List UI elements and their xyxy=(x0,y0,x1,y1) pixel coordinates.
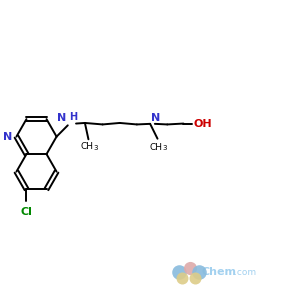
Text: CH: CH xyxy=(80,142,94,151)
Point xyxy=(193,276,198,281)
Point xyxy=(196,270,201,275)
Point xyxy=(177,270,182,275)
Text: OH: OH xyxy=(194,118,212,128)
Text: .com: .com xyxy=(234,268,256,277)
Text: 3: 3 xyxy=(163,145,167,151)
Point xyxy=(188,266,193,270)
Text: N: N xyxy=(3,132,13,142)
Text: N: N xyxy=(57,113,67,123)
Text: 3: 3 xyxy=(93,145,98,151)
Text: CH: CH xyxy=(150,143,163,152)
Point xyxy=(180,276,184,281)
Text: H: H xyxy=(69,112,77,122)
Text: Chem: Chem xyxy=(202,268,237,278)
Text: N: N xyxy=(151,113,160,123)
Text: Cl: Cl xyxy=(20,207,32,217)
